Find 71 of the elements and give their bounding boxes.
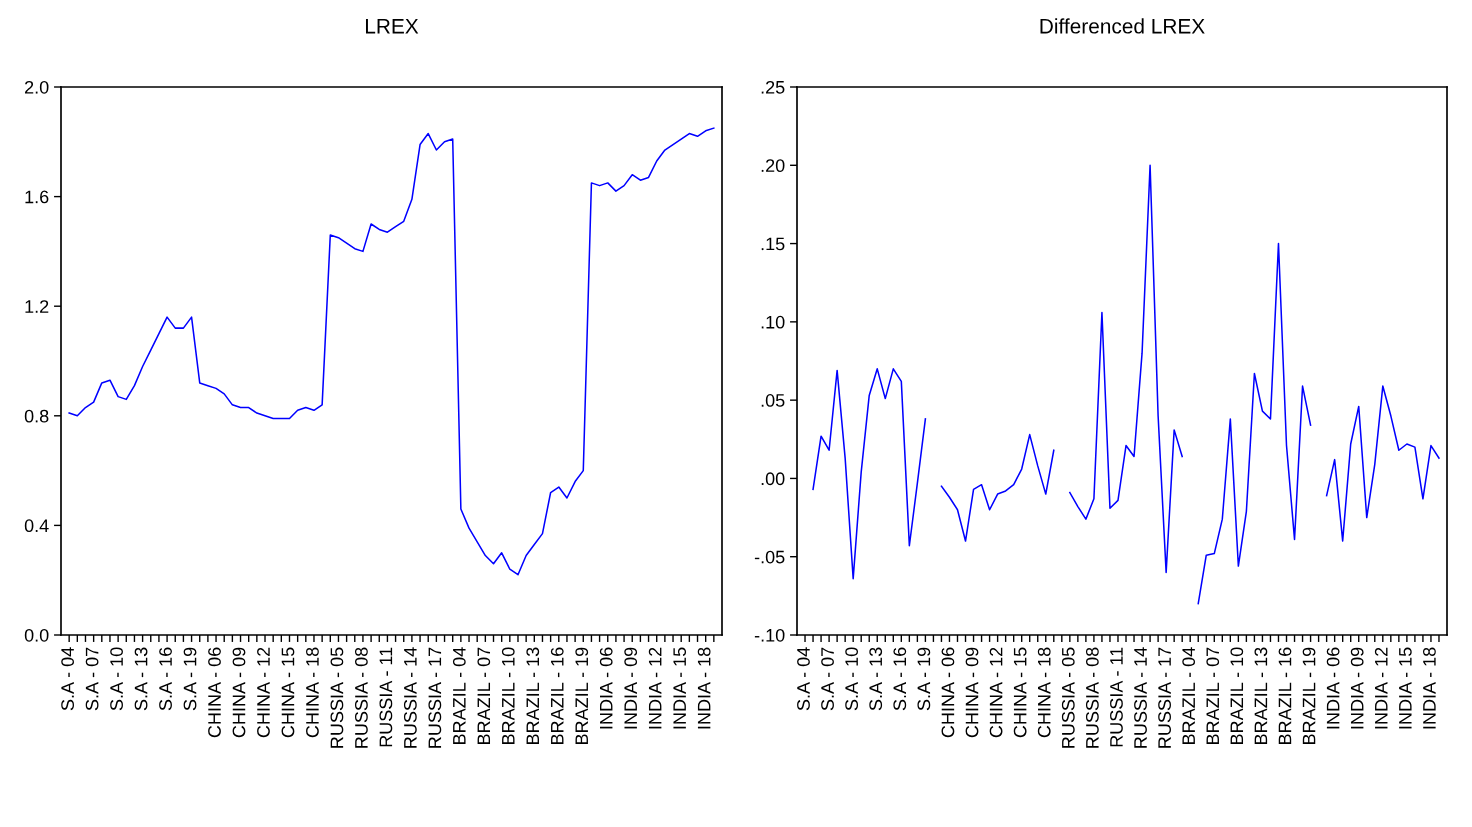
x-tick-label: BRAZIL - 04 bbox=[452, 647, 466, 744]
x-tick-label: INDIA - 06 bbox=[599, 647, 613, 729]
x-tick-label: S.A - 07 bbox=[821, 647, 834, 711]
x-tick-label: S.A - 04 bbox=[61, 647, 75, 711]
x-tick-label: RUSSIA - 17 bbox=[1158, 647, 1171, 748]
x-tick-label: BRAZIL - 13 bbox=[1254, 647, 1268, 744]
x-tick-label: INDIA - 18 bbox=[697, 647, 711, 729]
x-tick-label: S.A - 13 bbox=[134, 647, 148, 711]
y-tick-label: 1.6 bbox=[25, 190, 49, 204]
x-tick-label: BRAZIL - 04 bbox=[1182, 647, 1196, 744]
y-tick-label: 0.4 bbox=[24, 519, 49, 533]
x-tick-label: INDIA - 18 bbox=[1423, 647, 1436, 729]
x-tick-label: CHINA - 18 bbox=[306, 647, 319, 738]
x-tick-label: CHINA - 09 bbox=[232, 647, 246, 738]
y-tick-label: .20 bbox=[761, 159, 785, 173]
x-tick-label: INDIA - 06 bbox=[1326, 647, 1340, 729]
x-tick-label: S.A - 16 bbox=[893, 647, 907, 711]
x-tick-label: RUSSIA - 11 bbox=[379, 647, 393, 747]
x-tick-label: BRAZIL - 19 bbox=[575, 647, 589, 744]
x-tick-label: CHINA - 09 bbox=[965, 647, 979, 738]
y-tick-label: -.10 bbox=[754, 628, 785, 642]
x-tick-label: INDIA - 09 bbox=[1350, 647, 1364, 729]
x-tick-label: S.A - 19 bbox=[917, 647, 931, 711]
x-tick-label: BRAZIL - 16 bbox=[1278, 647, 1292, 744]
x-tick-label: S.A - 16 bbox=[159, 647, 172, 711]
y-tick-label: 0.0 bbox=[24, 628, 49, 642]
y-tick-label: 0.8 bbox=[24, 409, 49, 423]
x-tick-label: RUSSIA - 14 bbox=[1134, 647, 1147, 748]
x-tick-label: CHINA - 12 bbox=[257, 647, 270, 738]
x-tick-label: BRAZIL - 19 bbox=[1302, 647, 1316, 744]
x-tick-label: INDIA - 12 bbox=[1374, 647, 1388, 729]
y-tick-label: 1.2 bbox=[25, 300, 49, 313]
chart-title: Differenced LREX bbox=[1040, 18, 1205, 34]
x-tick-label: RUSSIA - 11 bbox=[1110, 647, 1123, 747]
x-tick-label: S.A - 04 bbox=[797, 647, 810, 711]
x-tick-label: BRAZIL - 13 bbox=[526, 647, 540, 744]
x-tick-label: INDIA - 09 bbox=[624, 647, 638, 729]
y-tick-label: .05 bbox=[761, 394, 785, 407]
x-tick-label: S.A - 10 bbox=[845, 647, 859, 711]
y-tick-label: -.05 bbox=[754, 550, 785, 564]
x-tick-label: S.A - 19 bbox=[183, 647, 197, 711]
x-tick-label: CHINA - 06 bbox=[208, 647, 221, 738]
x-tick-label: BRAZIL - 10 bbox=[501, 647, 515, 744]
x-tick-label: INDIA - 15 bbox=[1399, 647, 1412, 729]
x-tick-label: S.A - 10 bbox=[110, 647, 123, 711]
x-tick-label: BRAZIL - 07 bbox=[1206, 647, 1220, 744]
x-tick-label: RUSSIA - 17 bbox=[428, 647, 442, 748]
y-tick-label: .10 bbox=[761, 315, 785, 329]
x-tick-label: RUSSIA - 14 bbox=[403, 647, 417, 748]
x-tick-label: CHINA - 15 bbox=[281, 647, 295, 738]
x-tick-label: BRAZIL - 16 bbox=[550, 647, 564, 744]
y-tick-label: 2.0 bbox=[25, 80, 49, 94]
x-tick-label: RUSSIA - 05 bbox=[330, 647, 344, 748]
x-tick-label: S.A - 13 bbox=[869, 647, 883, 711]
x-tick-label: CHINA - 18 bbox=[1037, 647, 1051, 738]
y-tick-label: .00 bbox=[761, 472, 785, 486]
x-tick-label: RUSSIA - 08 bbox=[355, 647, 368, 748]
x-tick-label: CHINA - 06 bbox=[941, 647, 955, 738]
x-tick-label: INDIA - 15 bbox=[673, 647, 687, 729]
x-tick-label: BRAZIL - 07 bbox=[477, 647, 491, 744]
x-tick-label: BRAZIL - 10 bbox=[1230, 647, 1244, 744]
x-tick-label: RUSSIA - 05 bbox=[1061, 647, 1075, 748]
x-tick-label: S.A - 07 bbox=[85, 647, 99, 711]
y-tick-label: .25 bbox=[761, 80, 785, 94]
x-tick-label: CHINA - 15 bbox=[1013, 647, 1027, 738]
y-tick-label: .15 bbox=[761, 237, 785, 251]
chart-title: LREX bbox=[366, 19, 419, 34]
line-series bbox=[68, 127, 715, 576]
x-tick-label: RUSSIA - 08 bbox=[1085, 647, 1099, 748]
x-tick-label: INDIA - 12 bbox=[648, 647, 662, 729]
x-tick-label: CHINA - 12 bbox=[989, 647, 1003, 738]
